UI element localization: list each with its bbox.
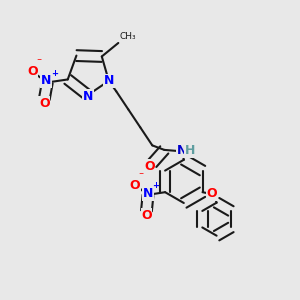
- Text: ⁻: ⁻: [139, 171, 144, 181]
- Text: N: N: [143, 187, 153, 200]
- Text: N: N: [177, 144, 188, 157]
- Text: H: H: [184, 144, 195, 157]
- Text: O: O: [39, 97, 50, 110]
- Text: O: O: [130, 179, 140, 192]
- Text: +: +: [152, 181, 159, 190]
- Text: N: N: [82, 90, 93, 103]
- Text: N: N: [40, 74, 51, 88]
- Text: +: +: [51, 69, 58, 78]
- Text: N: N: [103, 74, 114, 87]
- Text: ⁻: ⁻: [36, 58, 41, 68]
- Text: O: O: [144, 160, 154, 173]
- Text: O: O: [207, 187, 218, 200]
- Text: O: O: [27, 65, 38, 78]
- Text: O: O: [141, 209, 152, 222]
- Text: CH₃: CH₃: [120, 32, 136, 41]
